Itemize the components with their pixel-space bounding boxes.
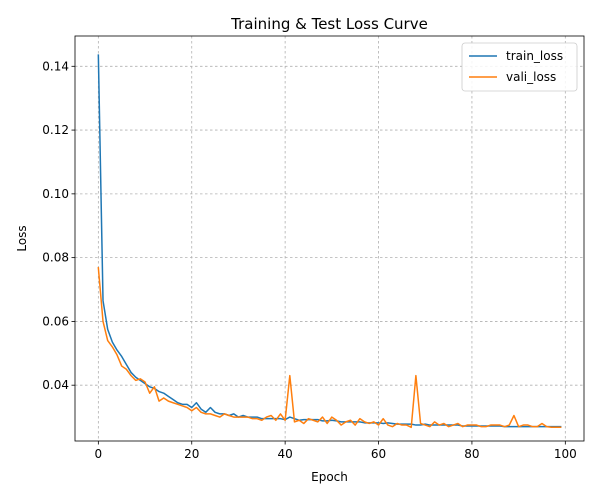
y-tick-label: 0.06 <box>42 314 69 328</box>
legend: train_loss vali_loss <box>461 42 578 92</box>
y-tick-label: 0.08 <box>42 251 69 265</box>
x-axis-label: Epoch <box>311 470 348 484</box>
x-tick-label: 80 <box>464 447 479 461</box>
legend-box <box>461 42 578 92</box>
plot-frame <box>74 35 585 442</box>
series-layer <box>97 54 562 429</box>
legend-label-vali-loss: vali_loss <box>506 70 556 84</box>
y-tick-label: 0.12 <box>42 123 69 137</box>
x-tick-label: 100 <box>554 447 577 461</box>
y-axis-label: Loss <box>15 225 29 251</box>
grid-layer <box>75 36 584 441</box>
series-line-vali-loss <box>97 267 562 429</box>
x-tick-label: 60 <box>371 447 386 461</box>
y-tick-label: 0.04 <box>42 378 69 392</box>
y-tick-label: 0.14 <box>42 59 69 73</box>
chart-title: Training & Test Loss Curve <box>230 15 428 33</box>
x-tick-label: 20 <box>184 447 199 461</box>
tick-layer: 0 20 40 60 80 100 0.04 0.06 0.08 0.10 0.12 0.14 <box>42 59 576 461</box>
x-tick-label: 0 <box>95 447 103 461</box>
legend-label-train-loss: train_loss <box>506 49 563 63</box>
y-tick-label: 0.10 <box>42 187 69 201</box>
x-tick-label: 40 <box>277 447 292 461</box>
